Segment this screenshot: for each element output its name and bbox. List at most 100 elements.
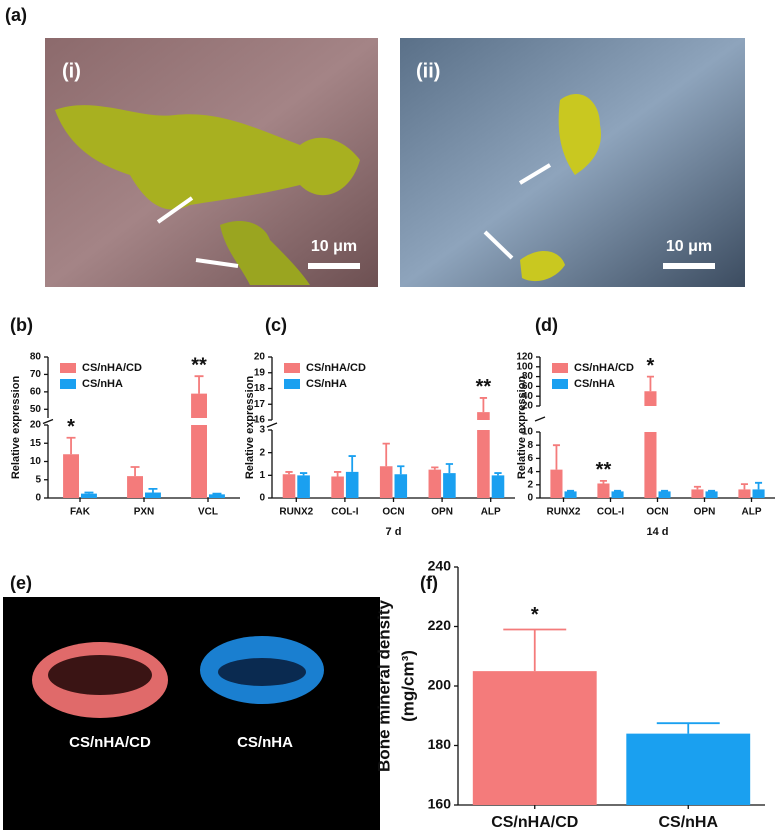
legend-swatch	[284, 363, 300, 373]
y-tick-label: 200	[428, 677, 452, 693]
bar	[428, 469, 442, 498]
y-axis-unit: (mg/cm³)	[398, 650, 417, 722]
legend-swatch	[60, 363, 76, 373]
y-tick-label: 0	[259, 493, 265, 504]
error-bar	[552, 444, 560, 470]
legend-swatch	[284, 379, 300, 389]
error-bar	[567, 489, 575, 492]
error-bar	[661, 489, 669, 492]
significance: *	[647, 355, 655, 377]
error-bar	[299, 472, 308, 476]
y-tick-label: 180	[428, 736, 452, 752]
x-tick-label: ALP	[742, 507, 762, 518]
y-tick-label: 1	[259, 470, 265, 481]
x-tick-label: COL-I	[597, 507, 624, 518]
error-bar	[599, 479, 607, 484]
error-bar	[333, 471, 342, 477]
error-bar	[740, 483, 748, 490]
y-tick-label: 20	[30, 420, 42, 431]
bar	[282, 474, 296, 498]
y-tick-label: 10	[522, 427, 534, 438]
bar	[379, 466, 393, 498]
bar	[145, 492, 161, 498]
error-bar	[431, 466, 439, 470]
y-tick-label: 0	[527, 493, 533, 504]
y-axis-label: Relative expression	[10, 376, 22, 480]
y-tick-label: 20	[522, 401, 534, 412]
bar	[63, 454, 79, 498]
x-tick-label: CS/nHA	[658, 814, 718, 831]
x-axis-label: 7 d	[386, 526, 402, 538]
y-tick-label: 0	[35, 493, 41, 504]
x-tick-label: RUNX2	[279, 507, 313, 518]
axis-break	[266, 422, 278, 428]
y-tick-label: 160	[428, 796, 452, 812]
x-tick-label: RUNX2	[547, 507, 581, 518]
y-tick-label: 16	[254, 415, 266, 426]
y-tick-label: 80	[30, 352, 42, 363]
bar	[752, 489, 765, 498]
error-bar	[84, 491, 94, 494]
bar	[394, 474, 408, 498]
y-tick-label: 240	[428, 558, 452, 574]
panel-label: (d)	[535, 315, 558, 335]
error-bar	[494, 472, 502, 476]
y-tick-label: 40	[522, 391, 534, 402]
y-tick-label: 4	[527, 466, 533, 477]
significance: *	[67, 416, 75, 438]
bar	[345, 471, 359, 498]
legend-label: CS/nHA/CD	[82, 362, 142, 374]
bar	[550, 469, 563, 498]
y-tick-label: 70	[30, 369, 42, 380]
y-tick-label: 5	[35, 474, 41, 485]
bar	[472, 671, 597, 805]
x-tick-label: CS/nHA/CD	[491, 814, 578, 831]
error-bar	[755, 481, 763, 490]
sem-image	[45, 38, 378, 287]
error-bar	[66, 436, 76, 455]
y-tick-label: 2	[259, 447, 265, 458]
bar	[611, 491, 624, 498]
x-tick-label: FAK	[70, 507, 91, 518]
error-bar	[382, 442, 390, 467]
x-tick-label: VCL	[198, 507, 218, 518]
error-bar	[130, 466, 140, 477]
significance: **	[596, 459, 612, 481]
x-tick-label: COL-I	[331, 507, 358, 518]
error-bar	[656, 722, 720, 734]
y-axis-label: Relative expression	[516, 376, 528, 480]
legend-label: CS/nHA	[306, 378, 347, 390]
bar	[127, 476, 143, 498]
bar	[658, 491, 671, 498]
legend-swatch	[60, 379, 76, 389]
x-tick-label: OCN	[382, 507, 404, 518]
scan-label: CS/nHA	[237, 734, 293, 751]
bar	[705, 491, 718, 498]
y-tick-label: 17	[254, 399, 266, 410]
x-tick-label: PXN	[134, 507, 155, 518]
error-bar	[148, 487, 158, 493]
error-bar	[708, 489, 716, 492]
error-bar	[397, 465, 405, 475]
legend-label: CS/nHA	[82, 378, 123, 390]
panel-label: (a)	[5, 5, 27, 25]
panel-label: (b)	[10, 315, 33, 335]
y-tick-label: 19	[254, 367, 266, 378]
x-tick-label: OPN	[431, 507, 453, 518]
bar	[81, 493, 97, 498]
bar	[691, 489, 704, 498]
error-bar	[194, 375, 204, 394]
bar	[297, 475, 310, 498]
error-bar	[212, 492, 222, 495]
x-tick-label: OCN	[646, 507, 668, 518]
error-bar	[614, 489, 622, 492]
bar	[477, 412, 490, 498]
bar	[443, 473, 456, 498]
panel-label: (f)	[420, 573, 438, 593]
y-tick-label: 3	[259, 425, 265, 436]
bar	[209, 494, 225, 498]
error-bar	[646, 375, 654, 392]
legend-label: CS/nHA/CD	[306, 362, 366, 374]
y-tick-label: 15	[30, 438, 42, 449]
